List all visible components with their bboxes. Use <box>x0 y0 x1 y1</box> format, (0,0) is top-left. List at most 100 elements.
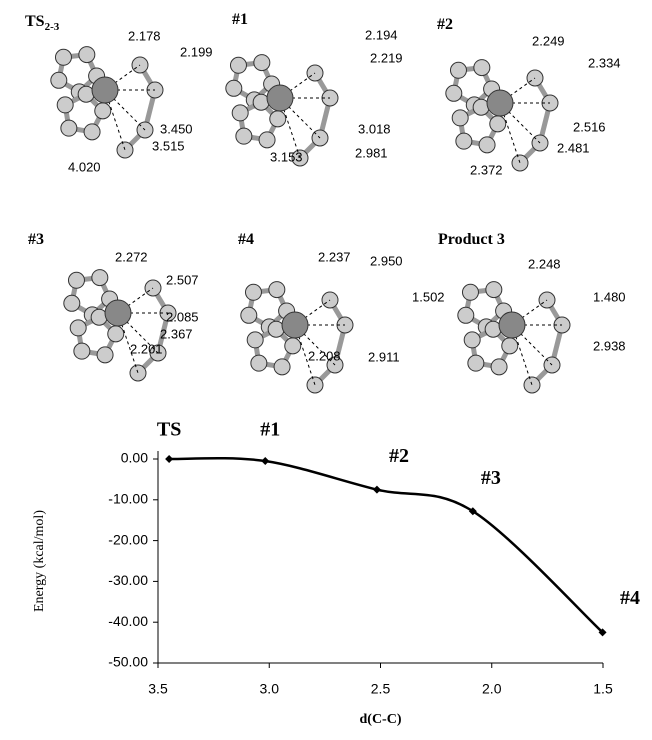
molecule <box>64 270 176 381</box>
carbon-atom <box>474 60 490 76</box>
carbon-atom <box>270 111 286 127</box>
distance-label: 1.480 <box>593 289 626 304</box>
carbon-atom <box>285 338 301 354</box>
distance-label: 2.194 <box>365 27 398 42</box>
molecule <box>458 282 570 393</box>
distance-label: 3.018 <box>358 121 391 136</box>
carbon-atom <box>236 128 252 144</box>
distance-label: 2.516 <box>573 119 606 134</box>
x-tick-label: 2.0 <box>482 681 502 697</box>
y-tick-label: -10.00 <box>108 491 148 507</box>
carbon-atom <box>464 332 480 348</box>
distance-label: 2.272 <box>115 249 148 264</box>
point-label: #3 <box>481 467 501 489</box>
distance-label: 1.502 <box>412 289 445 304</box>
distance-label: 3.153 <box>270 149 303 164</box>
carbon-atom <box>502 338 518 354</box>
x-tick-label: 2.5 <box>371 681 391 697</box>
carbon-atom <box>241 307 257 323</box>
molecule <box>241 282 353 393</box>
carbon-atom <box>226 80 242 96</box>
distance-label: 2.219 <box>370 50 403 65</box>
panel-title: #3 <box>28 231 44 248</box>
carbon-atom <box>458 307 474 323</box>
carbon-atom <box>269 282 285 298</box>
distance-label: 2.248 <box>528 256 561 271</box>
carbon-atom <box>450 62 466 78</box>
distance-label: 2.334 <box>588 55 621 70</box>
zr-atom <box>92 77 118 103</box>
x-tick-label: 3.5 <box>148 681 168 697</box>
y-tick-label: -50.00 <box>108 654 148 670</box>
point-label: #4 <box>620 587 640 609</box>
distance-label: 2.481 <box>557 140 590 155</box>
carbon-atom <box>491 359 507 375</box>
carbon-atom <box>57 97 73 113</box>
zr-atom <box>267 85 293 111</box>
data-point <box>261 457 269 465</box>
carbon-atom <box>456 133 472 149</box>
carbon-atom <box>51 72 67 88</box>
carbon-atom <box>97 347 113 363</box>
panel-title-text: #1 <box>232 11 248 28</box>
molecule <box>51 47 163 158</box>
carbon-atom <box>232 105 248 121</box>
carbon-atom <box>108 326 124 342</box>
x-tick-label: 1.5 <box>593 681 613 697</box>
distance-label: 2.981 <box>355 145 388 160</box>
panel-title: #4 <box>238 231 254 248</box>
carbon-atom <box>468 355 484 371</box>
distance-label: 2.249 <box>532 33 565 48</box>
carbon-atom <box>245 284 261 300</box>
carbon-atom <box>70 320 86 336</box>
carbon-atom <box>479 137 495 153</box>
panel-title-text: #3 <box>28 231 44 248</box>
distance-label: 2.507 <box>166 272 199 287</box>
point-label: TS <box>157 419 181 441</box>
panel-title: #2 <box>437 16 453 33</box>
data-point <box>373 486 381 494</box>
distance-label: 2.237 <box>318 249 351 264</box>
carbon-atom <box>92 270 108 286</box>
energy-line <box>169 458 602 632</box>
carbon-atom <box>61 120 77 136</box>
carbon-atom <box>55 49 71 65</box>
zr-atom <box>487 90 513 116</box>
carbon-atom <box>254 55 270 71</box>
distance-label: 3.450 <box>160 121 193 136</box>
distance-label: 4.020 <box>68 159 101 174</box>
distance-label: 2.178 <box>128 28 161 43</box>
panel-title-text: TS <box>25 13 45 30</box>
carbon-atom <box>452 110 468 126</box>
zr-atom <box>282 312 308 338</box>
carbon-atom <box>486 282 502 298</box>
distance-label: 2.911 <box>368 349 400 364</box>
point-label: #1 <box>260 419 280 441</box>
x-axis-label: d(C-C) <box>360 712 402 727</box>
x-tick-label: 3.0 <box>260 681 280 697</box>
carbon-atom <box>64 295 80 311</box>
carbon-atom <box>68 272 84 288</box>
carbon-atom <box>251 355 267 371</box>
data-point <box>165 455 173 463</box>
distance-label: 2.950 <box>370 253 403 268</box>
carbon-atom <box>247 332 263 348</box>
distance-label: 2.372 <box>470 162 503 177</box>
y-tick-label: -30.00 <box>108 572 148 588</box>
distance-label: 2.208 <box>308 348 341 363</box>
zr-atom <box>105 300 131 326</box>
distance-label: 2.367 <box>160 326 193 341</box>
point-label: #2 <box>389 445 409 467</box>
distance-label: 2.199 <box>180 44 213 59</box>
y-tick-label: -40.00 <box>108 613 148 629</box>
panel-title: TS2-3 <box>25 13 60 33</box>
panel-title: Product 3 <box>438 231 505 248</box>
carbon-atom <box>490 116 506 132</box>
zr-atom <box>499 312 525 338</box>
distance-label: 2.938 <box>593 338 626 353</box>
carbon-atom <box>79 47 95 63</box>
carbon-atom <box>84 124 100 140</box>
panel-title-text: Product 3 <box>438 231 505 248</box>
y-tick-label: 0.00 <box>121 450 148 466</box>
carbon-atom <box>230 57 246 73</box>
